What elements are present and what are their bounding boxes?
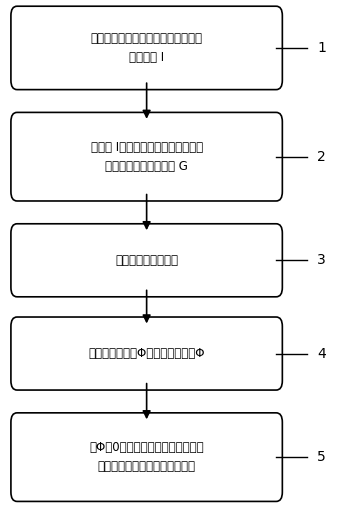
FancyBboxPatch shape [11,6,282,90]
Text: 3: 3 [317,253,326,267]
Text: 输入人脸图像，进行均值漂移滤波，
获得图像 I: 输入人脸图像，进行均值漂移滤波， 获得图像 I [91,32,203,64]
FancyBboxPatch shape [11,317,282,390]
Text: 2: 2 [317,150,326,164]
Text: 对图像 I，做颜色空间变换，并归一
化，获取归一化的图像 G: 对图像 I，做颜色空间变换，并归一 化，获取归一化的图像 G [91,141,203,172]
Text: 5: 5 [317,450,326,464]
Text: 4: 4 [317,347,326,361]
Text: 令Φ＝0获得口唇轮廓，采用五点平
均方法处理，获得最终口唇轮廓: 令Φ＝0获得口唇轮廓，采用五点平 均方法处理，获得最终口唇轮廓 [89,441,204,473]
FancyBboxPatch shape [11,112,282,201]
Text: 1: 1 [317,41,326,55]
FancyBboxPatch shape [11,413,282,501]
Text: 建立水平集函数Φ，迭代计算函数Φ: 建立水平集函数Φ，迭代计算函数Φ [88,347,205,360]
Text: 获取口唇分割的轮廓: 获取口唇分割的轮廓 [115,254,178,267]
FancyBboxPatch shape [11,224,282,297]
